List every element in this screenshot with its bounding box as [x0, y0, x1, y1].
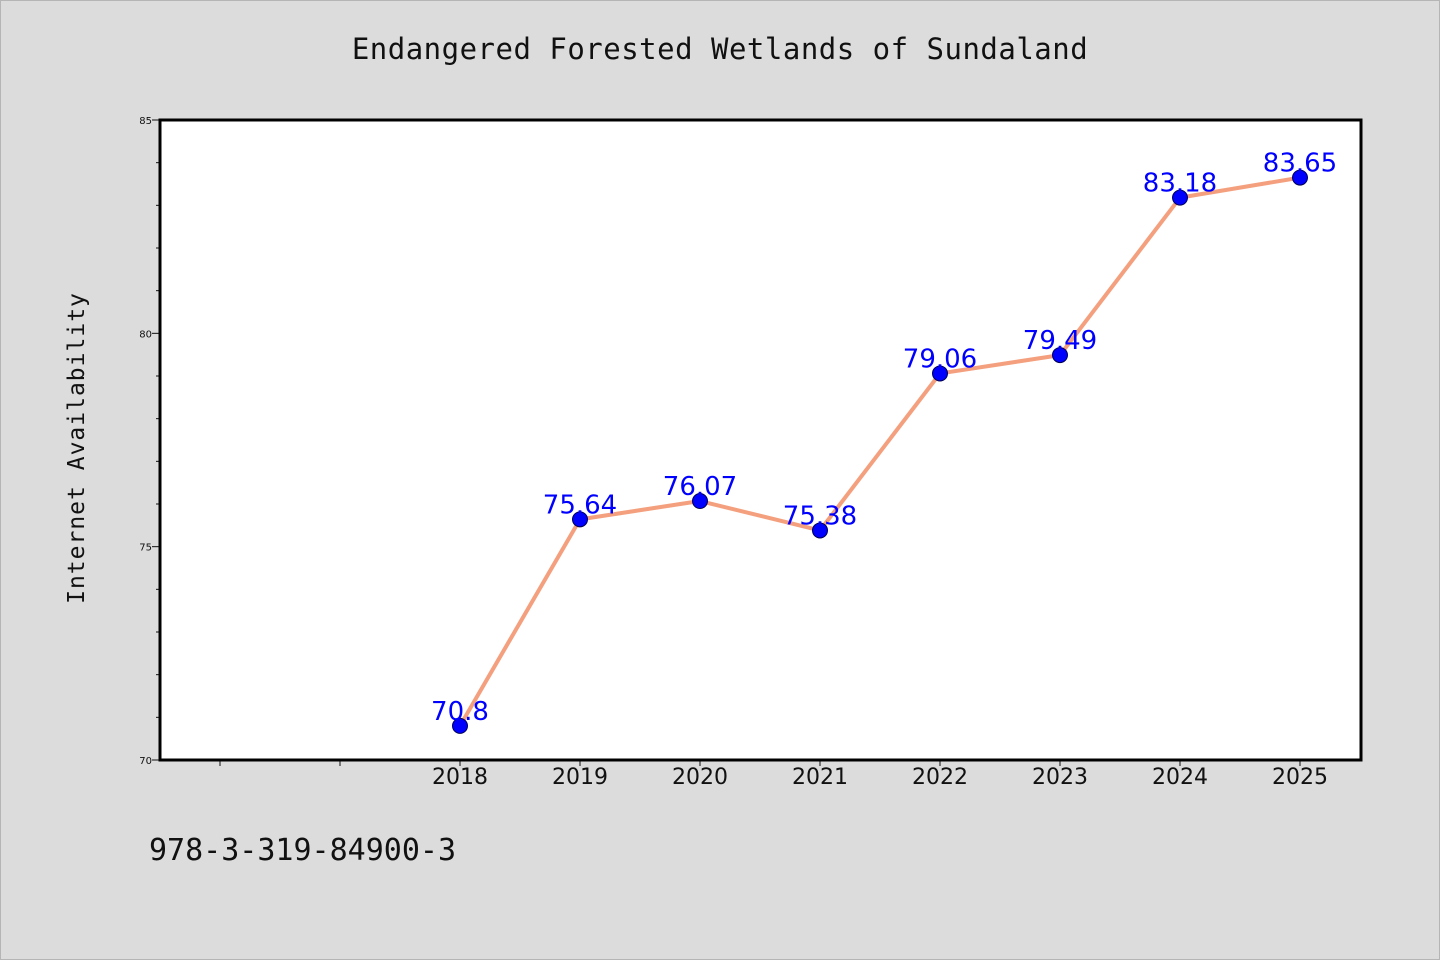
plot-border	[158, 118, 1363, 762]
data-point	[1172, 189, 1188, 206]
series-line	[458, 175, 1301, 727]
data-label: 75.38	[783, 501, 857, 531]
x-tick-label: 2020	[672, 765, 728, 790]
data-label: 83.65	[1263, 149, 1337, 179]
x-tick-label: 2025	[1272, 765, 1328, 790]
data-point	[1292, 169, 1308, 186]
y-tick-label: 75	[139, 543, 152, 554]
data-label: 76.07	[663, 472, 737, 502]
y-tick-label: 70	[139, 756, 152, 767]
data-point	[452, 717, 468, 734]
x-tick-label: 2019	[552, 765, 608, 790]
data-point	[572, 511, 588, 528]
x-tick-label: 2023	[1032, 765, 1088, 790]
data-label: 83.18	[1143, 169, 1217, 199]
isbn-caption: 978-3-319-84900-3	[149, 833, 457, 868]
y-tick-label: 85	[139, 116, 152, 127]
data-point	[932, 365, 948, 382]
data-point	[812, 522, 828, 539]
chart-title: Endangered Forested Wetlands of Sundalan…	[351, 32, 1089, 66]
data-point	[692, 493, 708, 510]
x-tick-label: 2021	[792, 765, 848, 790]
y-tick-label: 80	[139, 329, 152, 340]
data-label: 70.8	[431, 697, 489, 727]
plot-area	[160, 120, 1361, 760]
x-tick-label: 2024	[1152, 765, 1208, 790]
data-point	[1052, 347, 1068, 364]
data-label: 79.06	[903, 344, 977, 374]
x-tick-label: 2018	[432, 765, 488, 790]
x-tick-label: 2022	[912, 765, 968, 790]
data-label: 75.64	[543, 490, 617, 520]
data-label: 79.49	[1023, 326, 1097, 356]
